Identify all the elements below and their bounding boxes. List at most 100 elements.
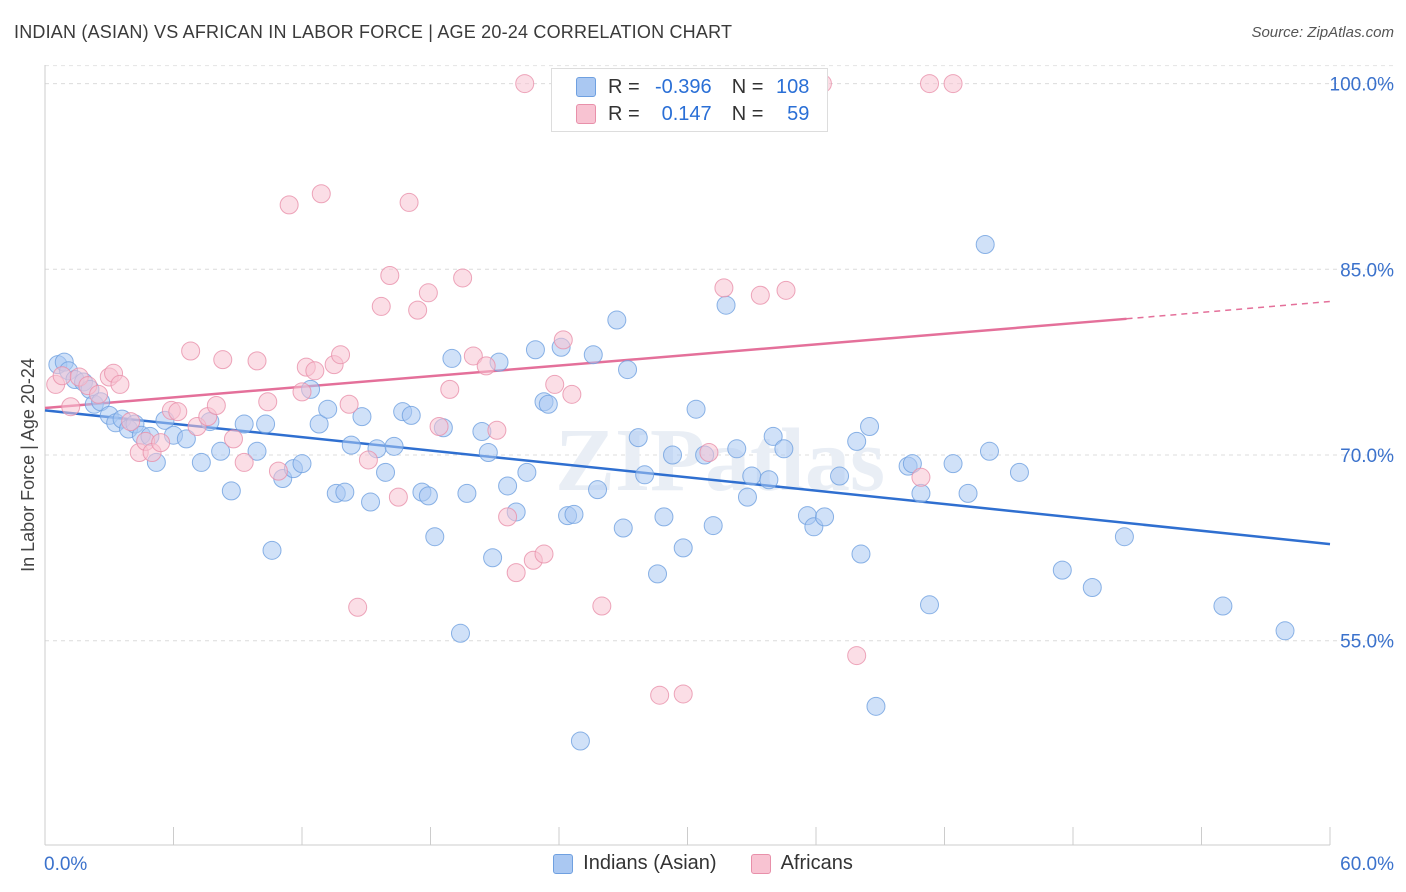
african-point bbox=[476, 356, 496, 376]
indian-point bbox=[830, 466, 850, 486]
african-point bbox=[429, 417, 449, 437]
indian-point bbox=[628, 428, 648, 448]
african-point bbox=[388, 487, 408, 507]
indian-point bbox=[442, 348, 462, 368]
african-point bbox=[151, 433, 171, 453]
stats-legend: R = -0.396 N = 108 R = 0.147 N = 59 bbox=[551, 68, 828, 132]
series-legend: Indians (Asian) Africans bbox=[0, 852, 1406, 875]
african-point bbox=[911, 467, 931, 487]
african-point bbox=[380, 265, 400, 285]
indian-point bbox=[847, 431, 867, 451]
y-axis-label: In Labor Force | Age 20-24 bbox=[18, 358, 38, 572]
african-point bbox=[418, 283, 438, 303]
african-point bbox=[562, 384, 582, 404]
indian-point bbox=[648, 564, 668, 584]
african-point bbox=[650, 685, 670, 705]
legend-row-africans: R = 0.147 N = 59 bbox=[576, 102, 809, 126]
indian-point bbox=[635, 465, 655, 485]
african-point bbox=[714, 278, 734, 298]
indian-point bbox=[498, 476, 518, 496]
y-tick-label: 70.0% bbox=[1340, 446, 1394, 467]
indian-point bbox=[221, 481, 241, 501]
african-point bbox=[121, 412, 141, 432]
african-point bbox=[279, 195, 299, 215]
african-point bbox=[408, 300, 428, 320]
african-point bbox=[776, 280, 796, 300]
legend-swatch-africans bbox=[750, 853, 771, 874]
african-trend-extension bbox=[1126, 300, 1331, 320]
indian-point bbox=[262, 540, 282, 560]
x-tick-label: 60.0% bbox=[1340, 854, 1394, 875]
source-credit: Source: ZipAtlas.com bbox=[1251, 24, 1394, 41]
indian-point bbox=[663, 445, 683, 465]
indian-point bbox=[759, 470, 779, 490]
chart-title: INDIAN (ASIAN) VS AFRICAN IN LABOR FORCE… bbox=[14, 22, 733, 42]
african-point bbox=[110, 374, 130, 394]
african-point bbox=[545, 374, 565, 394]
indian-point bbox=[1082, 577, 1102, 597]
legend-r-label: R = bbox=[608, 75, 640, 98]
african-point bbox=[440, 379, 460, 399]
indian-point bbox=[716, 295, 736, 315]
african-point bbox=[61, 397, 81, 417]
african-point bbox=[89, 384, 109, 404]
african-point bbox=[750, 285, 770, 305]
legend-label-africans: Africans bbox=[780, 852, 853, 874]
african-point bbox=[463, 346, 483, 366]
indian-point bbox=[361, 492, 381, 512]
african-point bbox=[487, 420, 507, 440]
y-tick-label: 85.0% bbox=[1340, 260, 1394, 281]
african-point bbox=[847, 646, 867, 666]
indian-point bbox=[607, 310, 627, 330]
african-point bbox=[371, 296, 391, 316]
african-point bbox=[358, 450, 378, 470]
legend-n-value: 108 bbox=[776, 75, 810, 98]
indian-point bbox=[958, 483, 978, 503]
african-point bbox=[498, 507, 518, 527]
y-tick-label: 100.0% bbox=[1330, 75, 1395, 96]
indian-point bbox=[1009, 462, 1029, 482]
indian-point bbox=[538, 394, 558, 414]
legend-n-value: 59 bbox=[787, 102, 810, 125]
y-tick-label: 55.0% bbox=[1340, 632, 1394, 653]
indian-point bbox=[703, 516, 723, 536]
legend-swatch-indians bbox=[576, 77, 596, 97]
indian-point bbox=[256, 414, 276, 434]
indian-point bbox=[564, 504, 584, 524]
african-point bbox=[268, 461, 288, 481]
african-trend-line bbox=[44, 317, 1127, 410]
african-point bbox=[592, 596, 612, 616]
african-point bbox=[515, 74, 535, 94]
indian-point bbox=[341, 435, 361, 455]
legend-item-indians[interactable]: Indians (Asian) bbox=[553, 852, 717, 875]
indian-point bbox=[483, 548, 503, 568]
indian-point bbox=[191, 452, 211, 472]
legend-label-indians: Indians (Asian) bbox=[583, 852, 717, 874]
indian-point bbox=[418, 486, 438, 506]
indian-point bbox=[588, 480, 608, 500]
legend-item-africans[interactable]: Africans bbox=[750, 852, 853, 875]
indian-point bbox=[763, 426, 783, 446]
african-point bbox=[673, 684, 693, 704]
african-point bbox=[339, 394, 359, 414]
indian-point bbox=[902, 454, 922, 474]
indian-point bbox=[457, 483, 477, 503]
african-point bbox=[453, 268, 473, 288]
african-point bbox=[206, 395, 226, 415]
indian-point bbox=[234, 414, 254, 434]
legend-swatch-africans bbox=[576, 104, 596, 124]
indian-point bbox=[737, 487, 757, 507]
indian-point bbox=[211, 441, 231, 461]
indian-point bbox=[570, 731, 590, 751]
indian-point bbox=[860, 417, 880, 437]
legend-r-label: R = bbox=[608, 102, 640, 125]
watermark: ZIPatlas bbox=[555, 411, 885, 510]
indian-point bbox=[1114, 527, 1134, 547]
legend-n-label: N = bbox=[731, 102, 764, 125]
african-point bbox=[52, 366, 72, 386]
african-point bbox=[399, 192, 419, 212]
indian-point bbox=[376, 462, 396, 482]
indian-point bbox=[727, 439, 747, 459]
indian-point bbox=[1275, 621, 1295, 641]
